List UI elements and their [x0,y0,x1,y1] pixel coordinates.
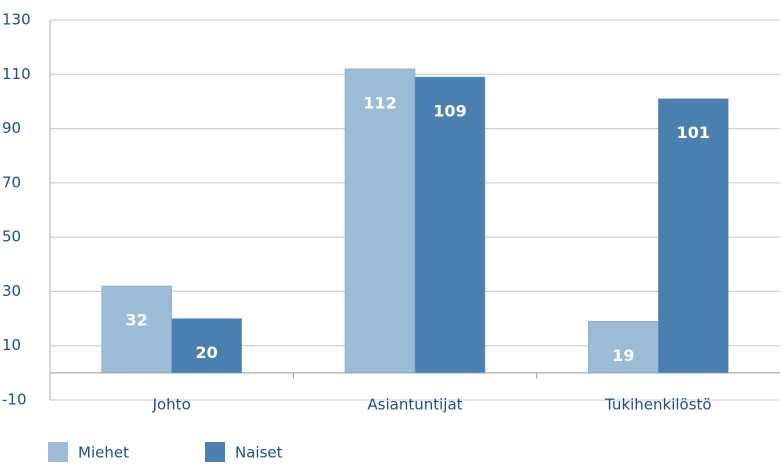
legend-swatch [205,442,225,462]
data-label: 101 [677,123,710,142]
data-label: 32 [126,311,148,330]
y-tick-label: 110 [2,65,31,83]
bar [588,321,659,374]
y-tick-label: 130 [2,11,31,29]
y-tick-label: 50 [2,228,21,246]
bar [101,285,172,374]
y-tick-label: 10 [2,336,21,354]
x-tick-label: Tukihenkilöstö [604,396,712,414]
bar [344,68,416,374]
data-label: 112 [363,93,396,112]
y-tick-label: -10 [2,391,27,409]
y-tick-label: 70 [2,173,21,191]
y-tick-label: 90 [2,119,21,137]
y-tick-label: 30 [2,282,21,300]
data-label: 20 [196,343,218,362]
legend-label: Naiset [235,444,283,462]
bar [658,98,729,374]
x-tick-label: Asiantuntijat [367,396,462,414]
legend-swatch [48,442,68,462]
legend-label: Miehet [78,444,129,462]
data-label: 109 [433,102,466,121]
bar [171,318,242,374]
data-label: 19 [612,346,634,365]
bar [414,76,486,374]
x-tick-label: Johto [152,396,191,414]
